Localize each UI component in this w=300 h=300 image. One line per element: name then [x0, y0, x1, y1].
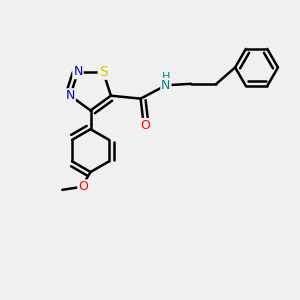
Text: N: N [161, 79, 171, 92]
Text: O: O [140, 119, 150, 132]
Text: N: N [73, 65, 83, 78]
Text: O: O [78, 180, 88, 194]
Text: N: N [65, 89, 75, 102]
Text: S: S [99, 65, 107, 79]
Text: H: H [162, 72, 170, 82]
